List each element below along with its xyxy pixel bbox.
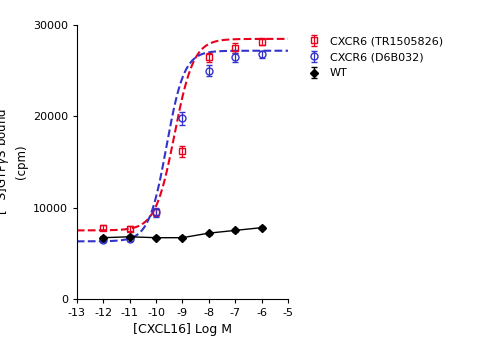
Y-axis label: $[^{35}S]$GTP$\gamma$S bound
(cpm): $[^{35}S]$GTP$\gamma$S bound (cpm) (0, 108, 28, 216)
Legend: CXCR6 (TR1505826), CXCR6 (D6B032), WT: CXCR6 (TR1505826), CXCR6 (D6B032), WT (304, 36, 443, 78)
X-axis label: [CXCL16] Log M: [CXCL16] Log M (133, 323, 232, 336)
